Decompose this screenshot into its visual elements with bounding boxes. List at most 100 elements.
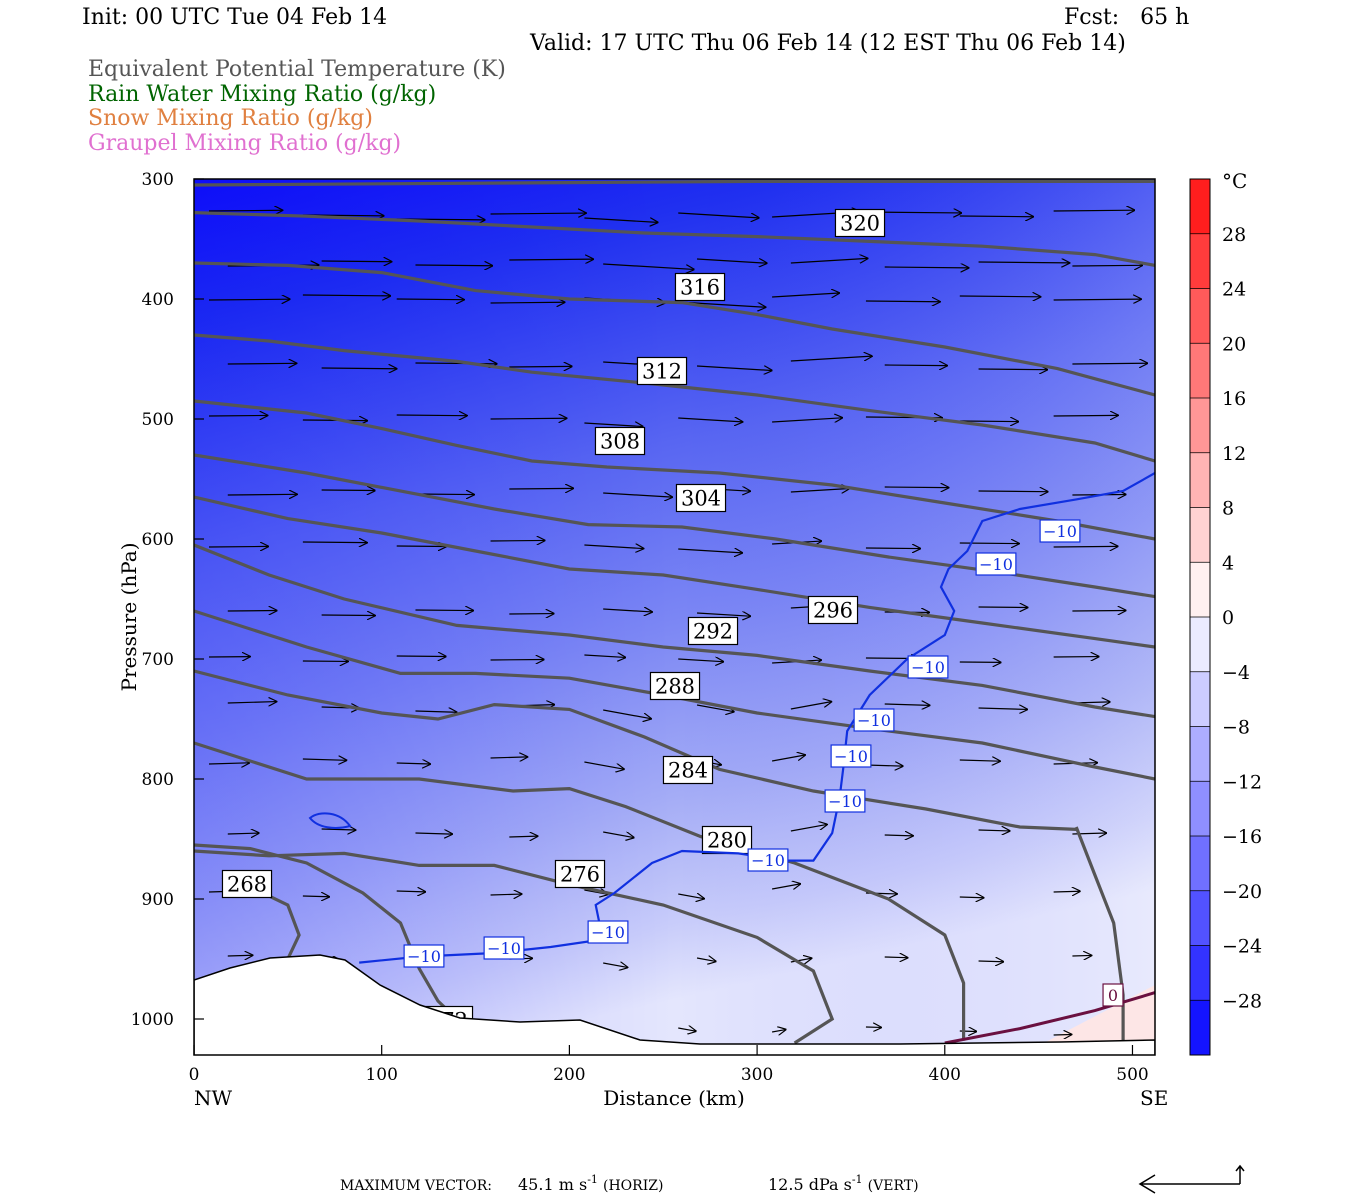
wind-vector [978, 708, 1028, 709]
legend-rain: Rain Water Mixing Ratio (g/kg) [88, 82, 437, 107]
wind-vector [415, 494, 474, 495]
wind-vector [678, 418, 742, 422]
wind-vector [396, 415, 467, 416]
plot-frame [193, 178, 1156, 1056]
wind-vector [490, 540, 545, 541]
y-tick-label: 400 [142, 290, 174, 310]
colorbar-tick-label: −28 [1222, 990, 1262, 1012]
forecast-hour: Fcst: 65 h [1064, 5, 1190, 30]
valid-time: Valid: 17 UTC Thu 06 Feb 14 (12 EST Thu … [530, 31, 1126, 56]
y-tick-label: 800 [142, 770, 174, 790]
wind-vector [959, 296, 1041, 297]
wind-vector [884, 704, 930, 705]
theta-e-line [194, 669, 1077, 831]
colorbar-bin [1190, 562, 1210, 618]
svg-text:−10: −10 [828, 792, 862, 811]
wind-vector [1053, 891, 1080, 892]
wind-vector [584, 545, 643, 549]
svg-text:316: 316 [680, 276, 720, 300]
wind-vector [790, 488, 849, 492]
wind-vector [490, 418, 567, 419]
wind-vector [584, 217, 657, 222]
wind-vector [603, 709, 651, 719]
x-axis-end-left: NW [194, 1086, 233, 1110]
isotherm-label: −10 [483, 936, 525, 960]
isotherm-label: −10 [830, 744, 872, 768]
x-axis-end-right: SE [1140, 1086, 1168, 1110]
wind-vector [696, 613, 750, 616]
wind-vector [1053, 546, 1118, 547]
wind-vector [603, 493, 672, 497]
svg-text:268: 268 [227, 873, 267, 897]
colorbar-tick-label: 0 [1222, 607, 1234, 629]
colorbar-bin [1190, 179, 1210, 235]
legend-theta-e: Equivalent Potential Temperature (K) [88, 57, 506, 82]
theta-e-label: 276 [554, 859, 606, 889]
wind-vector [396, 299, 464, 300]
max-vector-vert: 12.5 dPa s-1 (VERT) [768, 1173, 919, 1194]
wind-vector [209, 546, 268, 547]
colorbar-tick-label: −20 [1222, 881, 1262, 903]
colorbar-bin [1190, 452, 1210, 508]
wind-vector [678, 1028, 696, 1031]
wind-vector [302, 295, 390, 296]
x-tick-label: 500 [1116, 1065, 1148, 1085]
small-closed-contour [308, 812, 352, 829]
colorbar-bin [1190, 288, 1210, 344]
footer: MAXIMUM VECTOR: 45.1 m s-1 (HORIZ) 12.5 … [340, 1164, 1245, 1194]
colorbar-bin [1190, 781, 1210, 837]
svg-text:276: 276 [560, 863, 600, 887]
wind-vector [227, 955, 253, 956]
wind-vector [771, 755, 805, 762]
colorbar-tick-label: 4 [1222, 552, 1234, 574]
wind-vector [1053, 299, 1141, 300]
x-axis-label: Distance (km) [603, 1086, 745, 1110]
wind-vector [227, 702, 277, 703]
svg-text:288: 288 [655, 675, 695, 699]
colorbar-bin [1190, 507, 1210, 563]
isotherm-zero-line [944, 991, 1155, 1045]
theta-e-line [194, 399, 1155, 541]
colorbar-bin [1190, 671, 1210, 727]
wind-vector [959, 421, 1018, 422]
wind-vector [678, 894, 704, 899]
theta-e-line [194, 453, 1155, 599]
init-time: Init: 00 UTC Tue 04 Feb 14 [82, 5, 388, 30]
wind-vector [415, 833, 452, 834]
colorbar-bin [1190, 1000, 1210, 1056]
wind-vector [302, 542, 367, 543]
theta-e-line [194, 211, 1155, 267]
isotherm-label: −10 [1039, 519, 1081, 543]
theta-e-label: 268 [221, 869, 273, 899]
svg-text:−10: −10 [979, 555, 1013, 574]
wind-vector [603, 963, 627, 967]
wind-vector [1072, 265, 1142, 266]
colorbar: 28 24 20 16 12 8 4 0 −4 −8 −12 −16 −20 −24 −28 [1189, 178, 1262, 1056]
wind-vector [678, 549, 742, 553]
wind-vector [584, 423, 642, 427]
isotherm-label: −10 [747, 848, 789, 872]
colorbar-bin [1190, 890, 1210, 946]
terrain [194, 954, 1155, 1055]
svg-text:308: 308 [600, 430, 640, 454]
svg-text:−10: −10 [407, 947, 441, 966]
wind-vector [978, 830, 1010, 831]
isotherm-label: −10 [907, 655, 949, 679]
wind-vector [490, 213, 586, 214]
wind-vector [209, 415, 267, 416]
wind-vector [865, 548, 920, 549]
wind-vector [490, 757, 528, 758]
theta-e-label: 296 [807, 595, 859, 625]
colorbar-tick-label: −16 [1222, 826, 1262, 848]
svg-text:0: 0 [1108, 986, 1118, 1005]
wind-vector [978, 961, 1004, 962]
x-axis: 0 100 200 300 400 500 [189, 1045, 1149, 1085]
colorbar-tick-label: −12 [1222, 771, 1262, 793]
wind-vector [959, 897, 984, 898]
isotherm-label: −10 [403, 944, 445, 968]
wind-vector [509, 488, 573, 489]
theta-e-label: 308 [594, 426, 646, 456]
colorbar-tick-label: 20 [1222, 333, 1246, 355]
wind-vector [790, 356, 872, 362]
wind-vector [1053, 210, 1135, 211]
